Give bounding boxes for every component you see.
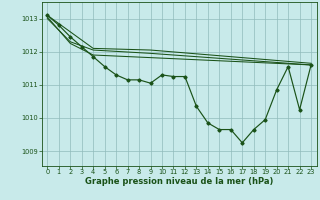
X-axis label: Graphe pression niveau de la mer (hPa): Graphe pression niveau de la mer (hPa) <box>85 177 273 186</box>
